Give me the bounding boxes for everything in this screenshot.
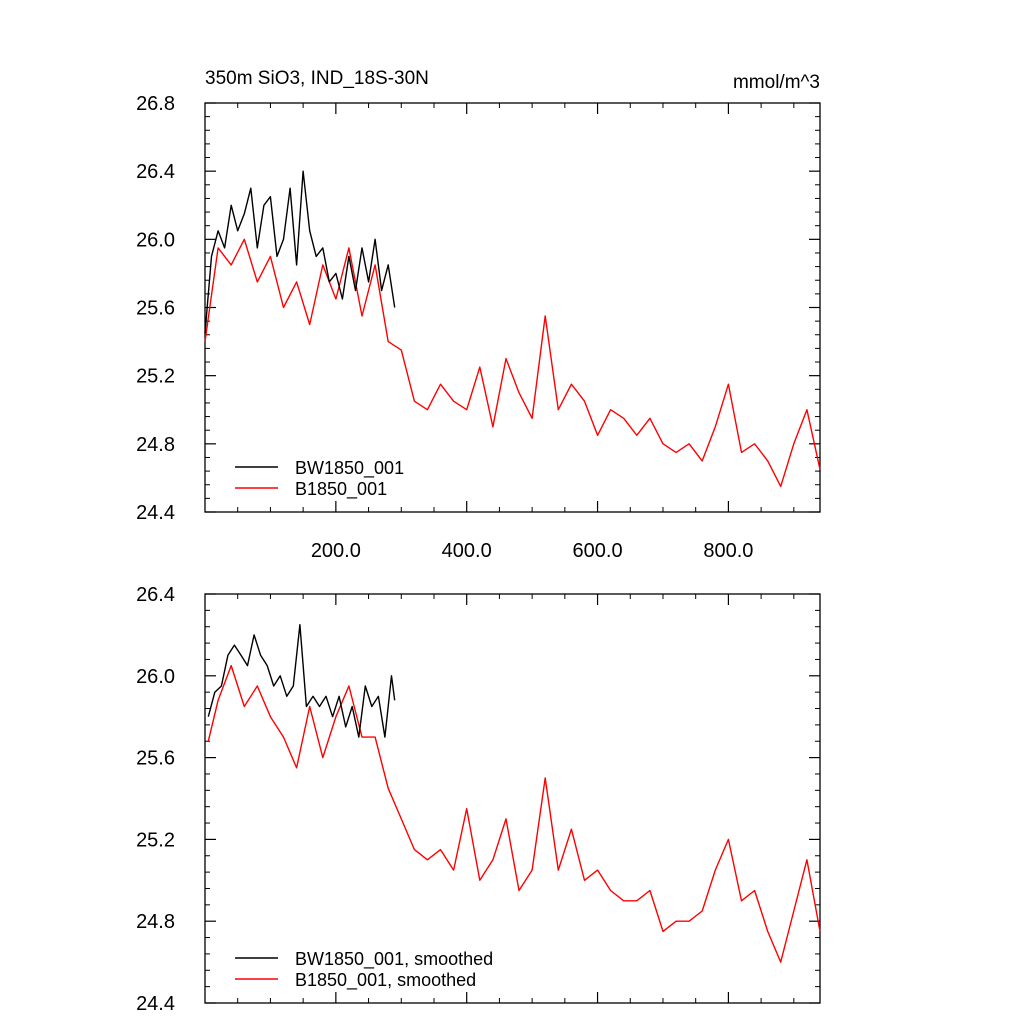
- legend-label: BW1850_001: [295, 458, 404, 479]
- chart-title: 350m SiO3, IND_18S-30N: [205, 68, 429, 89]
- legend-label: B1850_001, smoothed: [295, 970, 476, 991]
- y-tick-label: 24.8: [136, 911, 175, 933]
- x-tick-label: 200.0: [311, 540, 361, 562]
- y-tick-label: 26.4: [136, 161, 175, 183]
- y-tick-label: 26.0: [136, 666, 175, 688]
- plot-frame: [204, 102, 821, 513]
- y-tick-label: 26.8: [136, 93, 175, 115]
- y-tick-label: 26.0: [136, 229, 175, 251]
- x-tick-label: 800.0: [703, 540, 753, 562]
- plot-frame: [204, 593, 821, 1004]
- x-tick-label: 400.0: [442, 540, 492, 562]
- series-line-bw1850-001-smoothed: [207, 624, 396, 738]
- y-tick-label: 25.6: [136, 298, 175, 320]
- y-tick-label: 25.2: [136, 829, 175, 851]
- chart-units: mmol/m^3: [733, 72, 820, 93]
- legend-label: B1850_001: [295, 479, 387, 500]
- bottom-chart-panel: 24.4 24.8 25.2 25.6 26.0 26.4 BW1850_001, smoo…: [136, 584, 821, 1015]
- y-tick-label: 24.4: [136, 502, 175, 524]
- y-tick-label: 24.4: [136, 993, 175, 1015]
- x-tick-label: 600.0: [573, 540, 623, 562]
- series-line-bw1850-001: [204, 170, 396, 334]
- series-line-b1850-001: [204, 238, 821, 488]
- top-chart-panel: 350m SiO3, IND_18S-30N mmol/m^3 24.4 24.8…: [136, 68, 821, 562]
- y-tick-label: 24.8: [136, 434, 175, 456]
- y-tick-label: 25.2: [136, 366, 175, 388]
- y-tick-label: 25.6: [136, 748, 175, 770]
- y-tick-label: 26.4: [136, 584, 175, 606]
- legend-label: BW1850_001, smoothed: [295, 949, 493, 970]
- series-line-b1850-001-smoothed: [207, 664, 821, 963]
